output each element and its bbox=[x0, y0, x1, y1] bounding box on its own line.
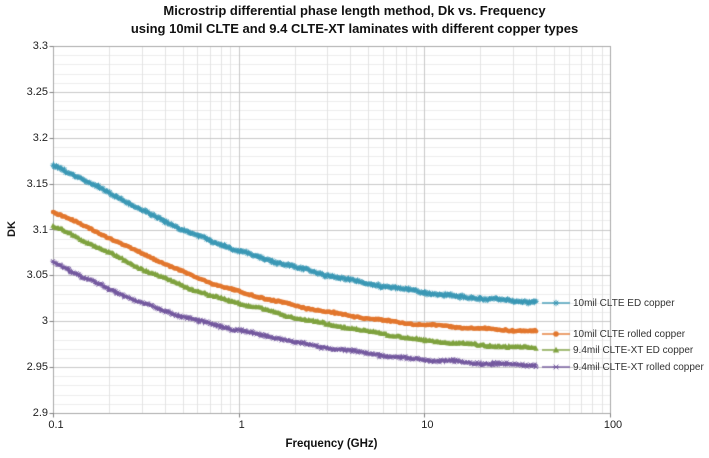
x-tick-label: 100 bbox=[603, 419, 623, 431]
y-tick-label: 3.2 bbox=[32, 131, 48, 144]
y-tick-label: 3.15 bbox=[26, 177, 48, 190]
x-tick-label: 10 bbox=[421, 419, 434, 431]
y-tick-label: 3.25 bbox=[26, 85, 48, 98]
y-tick-label: 3.3 bbox=[32, 40, 48, 52]
y-tick-label: 3 bbox=[41, 315, 48, 328]
x-axis-title: Frequency (GHz) bbox=[285, 438, 378, 450]
y-tick-label: 3.1 bbox=[32, 223, 48, 236]
x-tick-label: 0.1 bbox=[48, 419, 64, 431]
y-tick-label: 3.05 bbox=[26, 269, 48, 282]
y-tick-label: 2.9 bbox=[32, 407, 48, 419]
y-tick-label: 2.95 bbox=[26, 361, 48, 374]
x-tick-label: 1 bbox=[238, 419, 245, 431]
